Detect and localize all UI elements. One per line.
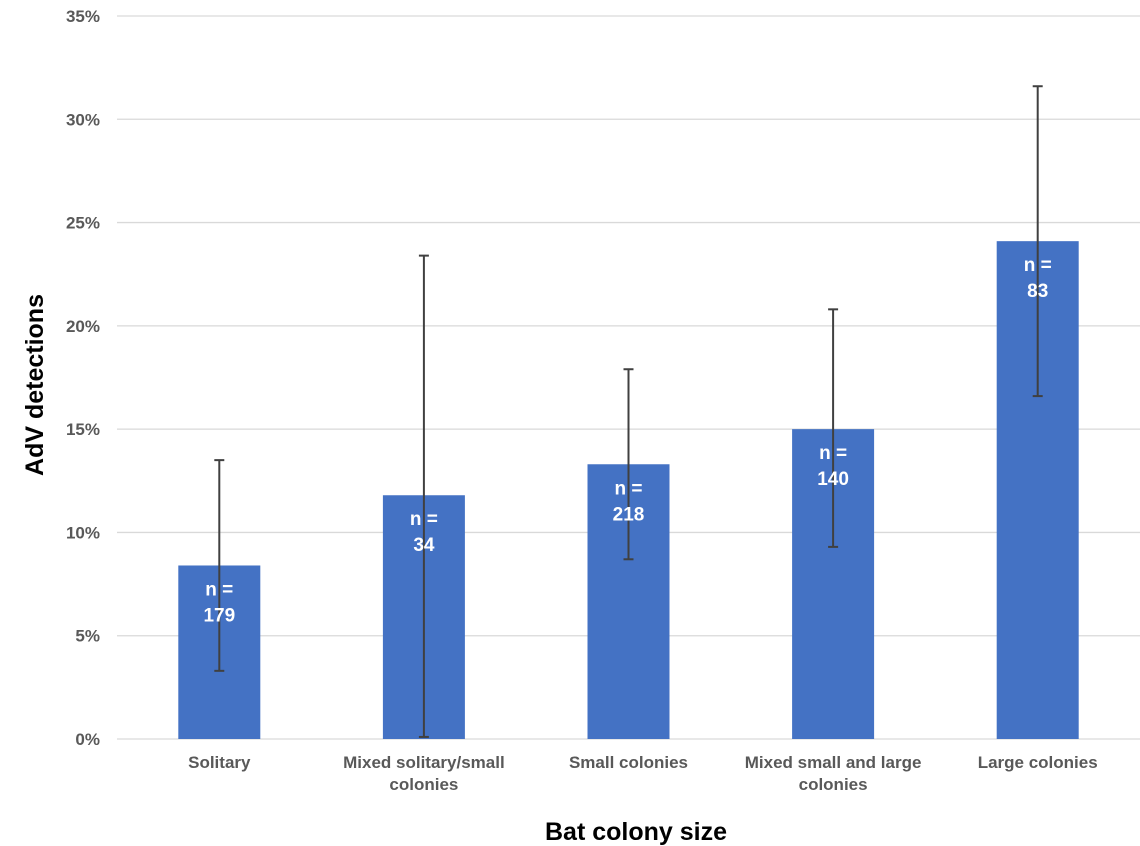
y-tick-label: 5%	[75, 627, 100, 646]
bar-sample-size-label: n = 140	[817, 443, 849, 490]
y-tick-label: 25%	[66, 214, 100, 233]
y-tick-label: 15%	[66, 420, 100, 439]
bar-sample-size-label: n = 34	[410, 509, 438, 556]
bar-sample-size-label: n = 218	[613, 478, 645, 525]
x-axis-title: Bat colony size	[545, 818, 727, 846]
y-tick-label: 35%	[66, 7, 100, 26]
y-tick-label: 0%	[75, 730, 100, 749]
x-axis-categories: Solitary Mixed solitary/small colonies Smal…	[188, 753, 1098, 794]
y-axis-title: AdV detections	[21, 294, 49, 476]
y-tick-label: 10%	[66, 523, 100, 542]
error-bar	[623, 368, 634, 561]
error-bar	[418, 254, 429, 738]
x-category-label: Mixed solitary/small colonies	[343, 753, 505, 794]
error-bar	[1032, 85, 1043, 398]
y-tick-label: 30%	[66, 110, 100, 129]
x-category-label: Mixed small and large colonies	[745, 753, 922, 794]
x-category-label: Large colonies	[978, 753, 1098, 772]
bar-sample-size-label: n = 179	[203, 579, 235, 626]
x-category-label: Small colonies	[569, 753, 688, 772]
error-bars	[214, 85, 1043, 738]
error-bar	[828, 308, 839, 548]
x-category-label: Solitary	[188, 753, 251, 772]
bar-labels: n = 179 n = 34 n = 218 n = 140 n = 83	[203, 255, 1051, 626]
error-bar	[214, 459, 225, 672]
y-axis-ticks: 0% 5% 10% 15% 20% 25% 30% 35%	[66, 7, 100, 749]
y-tick-label: 20%	[66, 317, 100, 336]
bar-sample-size-label: n = 83	[1024, 255, 1052, 302]
